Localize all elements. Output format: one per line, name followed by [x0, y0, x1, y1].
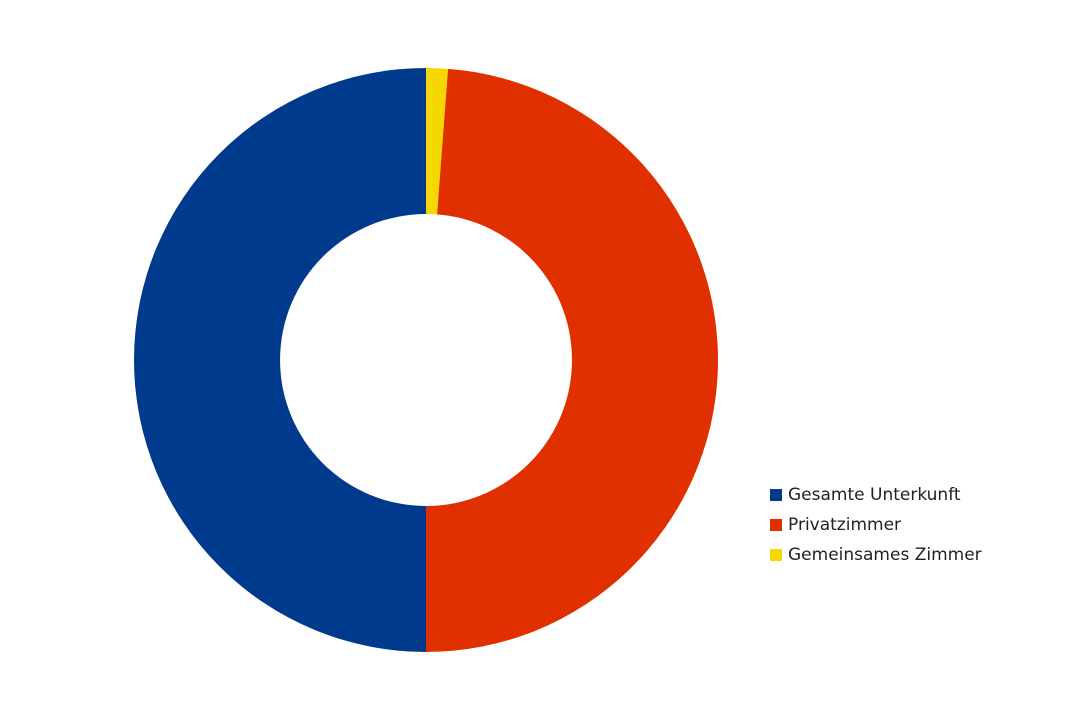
donut-slice — [134, 68, 426, 652]
legend-swatch — [770, 549, 782, 561]
legend-label: Privatzimmer — [788, 515, 901, 535]
legend-label: Gemeinsames Zimmer — [788, 545, 982, 565]
donut-slice — [426, 68, 448, 215]
legend-swatch — [770, 519, 782, 531]
legend-label: Gesamte Unterkunft — [788, 485, 961, 505]
donut-slice — [426, 68, 719, 653]
legend-swatch — [770, 489, 782, 501]
